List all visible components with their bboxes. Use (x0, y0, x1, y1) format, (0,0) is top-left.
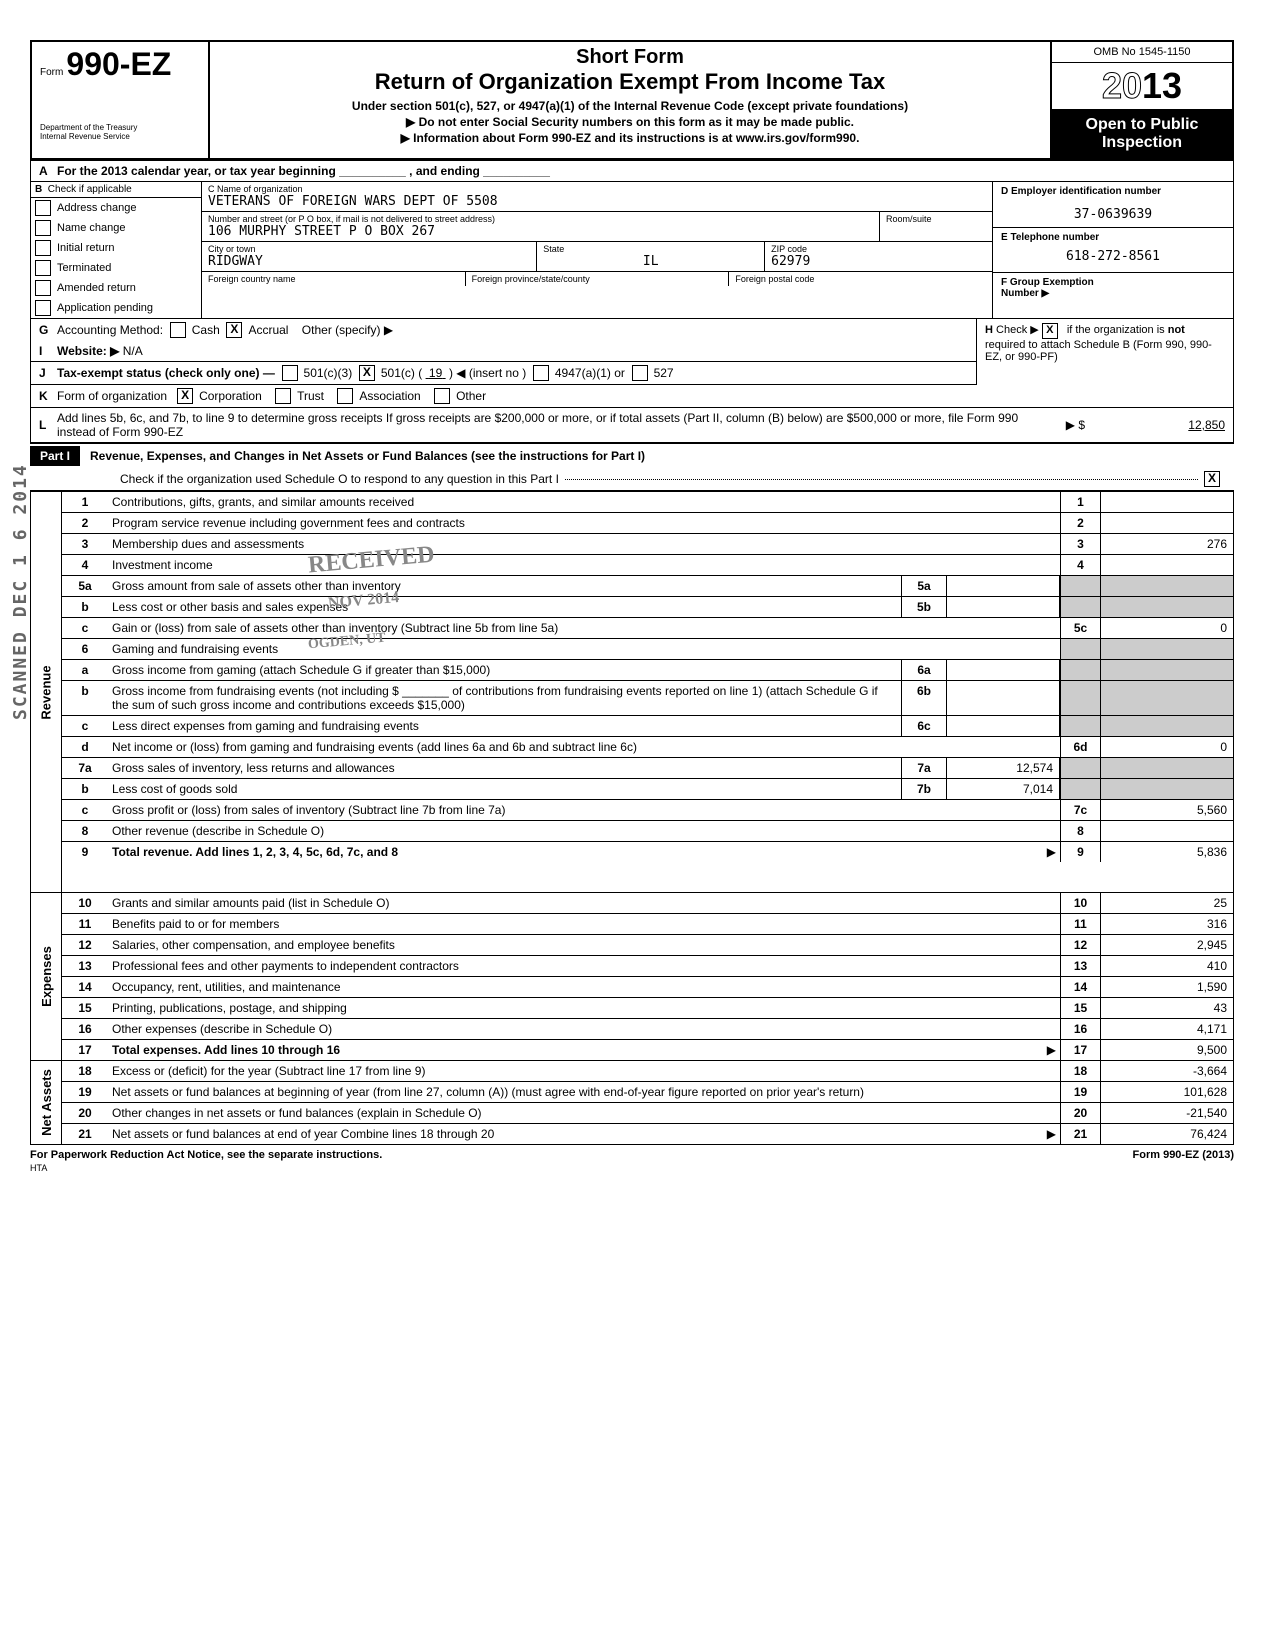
line1-value (1101, 492, 1233, 512)
part1-header: Part I Revenue, Expenses, and Changes in… (30, 444, 1234, 468)
line-j: J Tax-exempt status (check only one) — 5… (31, 361, 976, 385)
gross-receipts: 12,850 (1105, 418, 1225, 432)
501c-checkbox[interactable]: X (359, 365, 375, 381)
title-cell: Short Form Return of Organization Exempt… (210, 42, 1050, 158)
line11-value: 316 (1101, 914, 1233, 934)
other-checkbox[interactable] (434, 388, 450, 404)
website-value: N/A (123, 344, 143, 358)
line9-value: 5,836 (1101, 842, 1233, 862)
form-prefix: Form (40, 67, 63, 78)
line3-value: 276 (1101, 534, 1233, 554)
section-a: A For the 2013 calendar year, or tax yea… (30, 161, 1234, 181)
part1-table: Revenue 1 Contributions, gifts, grants, … (30, 490, 1234, 1145)
ein-value: 37-0639639 (1001, 207, 1225, 222)
phone-value: 618-272-8561 (1001, 249, 1225, 264)
check-address-change[interactable]: Address change (31, 198, 201, 218)
check-pending[interactable]: Application pending (31, 298, 201, 318)
501c3-checkbox[interactable] (282, 365, 298, 381)
line4-value (1101, 555, 1233, 575)
irs-label: Internal Revenue Service (40, 132, 200, 141)
under-section: Under section 501(c), 527, or 4947(a)(1)… (220, 99, 1040, 113)
right-header: OMB No 1545-1150 2013 Open to Public Ins… (1050, 42, 1232, 158)
schedule-o-checkbox[interactable]: X (1204, 471, 1220, 487)
line21-value: 76,424 (1101, 1124, 1233, 1144)
line17-value: 9,500 (1101, 1040, 1233, 1060)
cash-checkbox[interactable] (170, 322, 186, 338)
hta-label: HTA (30, 1163, 1234, 1173)
revenue-label: Revenue (31, 492, 62, 892)
check-name-change[interactable]: Name change (31, 218, 201, 238)
line10-value: 25 (1101, 893, 1233, 913)
org-name-row: C Name of organization VETERANS OF FOREI… (202, 182, 992, 212)
line20-value: -21,540 (1101, 1103, 1233, 1123)
form-number-cell: Form 990-EZ Department of the Treasury I… (32, 42, 210, 158)
corp-checkbox[interactable]: X (177, 388, 193, 404)
line-k: K Form of organization XCorporation Trus… (30, 385, 1234, 407)
form-990ez: Form 990-EZ Department of the Treasury I… (30, 40, 1234, 1173)
line5c-value: 0 (1101, 618, 1233, 638)
line-i: I Website: ▶ N/A (31, 341, 976, 361)
check-header: B Check if applicable (31, 182, 201, 198)
org-name: VETERANS OF FOREIGN WARS DEPT OF 5508 (208, 194, 986, 209)
line8-value (1101, 821, 1233, 841)
org-zip: 62979 (771, 254, 986, 269)
address-row: Number and street (or P O box, if mail i… (202, 212, 992, 242)
header: Form 990-EZ Department of the Treasury I… (30, 40, 1234, 161)
line14-value: 1,590 (1101, 977, 1233, 997)
line16-value: 4,171 (1101, 1019, 1233, 1039)
scanned-stamp: SCANNED DEC 1 6 2014 (10, 463, 31, 720)
assoc-checkbox[interactable] (337, 388, 353, 404)
omb-number: OMB No 1545-1150 (1052, 42, 1232, 63)
line12-value: 2,945 (1101, 935, 1233, 955)
line6d-value: 0 (1101, 737, 1233, 757)
line19-value: 101,628 (1101, 1082, 1233, 1102)
main-title: Return of Organization Exempt From Incom… (220, 69, 1040, 95)
check-initial-return[interactable]: Initial return (31, 238, 201, 258)
org-column: C Name of organization VETERANS OF FOREI… (202, 182, 992, 318)
line-g: G Accounting Method: Cash XAccrual Other… (31, 319, 976, 341)
check-terminated[interactable]: Terminated (31, 258, 201, 278)
foreign-row: Foreign country name Foreign province/st… (202, 272, 992, 286)
line18-value: -3,664 (1101, 1061, 1233, 1081)
accrual-checkbox[interactable]: X (226, 322, 242, 338)
right-info-column: D Employer identification number 37-0639… (992, 182, 1233, 318)
check-column: B Check if applicable Address change Nam… (31, 182, 202, 318)
org-address: 106 MURPHY STREET P O BOX 267 (208, 224, 873, 239)
form-number: 990-EZ (66, 46, 171, 82)
line7c-value: 5,560 (1101, 800, 1233, 820)
info-grid: B Check if applicable Address change Nam… (30, 181, 1234, 319)
4947-checkbox[interactable] (533, 365, 549, 381)
netassets-label: Net Assets (31, 1061, 62, 1144)
line15-value: 43 (1101, 998, 1233, 1018)
trust-checkbox[interactable] (275, 388, 291, 404)
ssn-warning: ▶ Do not enter Social Security numbers o… (220, 115, 1040, 129)
org-city: RIDGWAY (208, 254, 530, 269)
org-state: IL (543, 254, 758, 269)
city-state-row: City or town RIDGWAY State IL ZIP code 6… (202, 242, 992, 272)
line-l: L Add lines 5b, 6c, and 7b, to line 9 to… (30, 407, 1234, 444)
expenses-label: Expenses (31, 893, 62, 1060)
dept-treasury: Department of the Treasury (40, 123, 200, 132)
tax-year: 2013 (1052, 63, 1232, 110)
check-amended[interactable]: Amended return (31, 278, 201, 298)
line2-value (1101, 513, 1233, 533)
footer: For Paperwork Reduction Act Notice, see … (30, 1149, 1234, 1161)
public-inspection: Open to Public Inspection (1052, 110, 1232, 158)
line7a-value: 12,574 (947, 758, 1060, 778)
line-h: H Check ▶ X if the organization is not r… (976, 319, 1233, 385)
line13-value: 410 (1101, 956, 1233, 976)
line7b-value: 7,014 (947, 779, 1060, 799)
short-form-label: Short Form (220, 46, 1040, 69)
527-checkbox[interactable] (632, 365, 648, 381)
info-link: ▶ Information about Form 990-EZ and its … (220, 131, 1040, 145)
